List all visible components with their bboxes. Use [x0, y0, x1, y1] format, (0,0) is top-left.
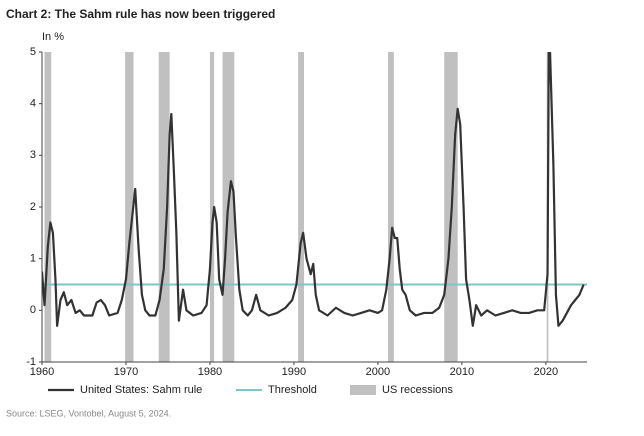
y-tick-label: 3: [30, 149, 36, 161]
y-tick-label: 2: [30, 201, 36, 213]
source: Source: LSEG, Vontobel, August 5, 2024.: [6, 408, 171, 418]
series-line: [42, 52, 585, 327]
recession-band: [209, 52, 215, 362]
x-tick-label: 2000: [366, 366, 390, 378]
x-tick-label: 2010: [450, 366, 474, 378]
y-axis-label: In %: [42, 31, 64, 43]
x-tick-label: 2020: [534, 366, 558, 378]
x-tick-label: 1980: [198, 366, 222, 378]
legend-recession-icon: [350, 385, 376, 395]
y-tick-label: 5: [30, 46, 36, 58]
recession-band: [158, 52, 170, 362]
x-tick-label: 1970: [114, 366, 138, 378]
chart-title: Chart 2: The Sahm rule has now been trig…: [6, 7, 275, 21]
x-tick-label: 1990: [282, 366, 306, 378]
legend-label: Threshold: [268, 384, 317, 396]
y-tick-label: 0: [30, 304, 36, 316]
legend-label: US recessions: [382, 384, 453, 396]
y-tick-label: -1: [26, 356, 36, 368]
x-tick-label: 1960: [30, 366, 54, 378]
recession-band: [44, 52, 52, 362]
y-tick-label: 1: [30, 253, 36, 265]
y-tick-label: 4: [30, 98, 36, 110]
recession-band: [125, 52, 134, 362]
legend-label: United States: Sahm rule: [80, 384, 202, 396]
recession-band: [387, 52, 394, 362]
recession-band: [298, 52, 305, 362]
